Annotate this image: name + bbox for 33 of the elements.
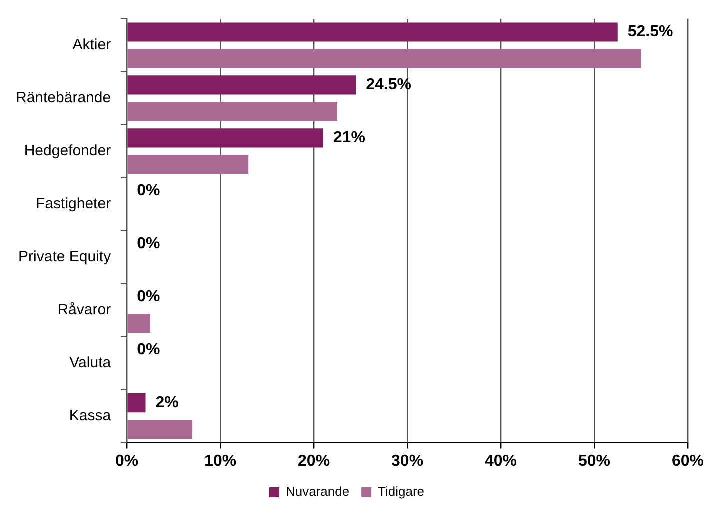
bar [128, 314, 150, 334]
x-tick-label: 0% [116, 452, 139, 470]
x-tick-label: 50% [578, 452, 611, 470]
y-tick-label: Kassa [69, 407, 112, 424]
x-tick-label: 40% [485, 452, 518, 470]
data-label: 0% [137, 236, 160, 253]
bar [128, 155, 249, 174]
legend-label: Nuvarande [286, 484, 350, 500]
y-tick-label: Hedgefonder [24, 142, 112, 160]
y-tick-label: Fastigheter [36, 196, 112, 213]
y-tick-label: Aktier [72, 36, 112, 54]
data-label: 0% [137, 182, 160, 200]
data-label: 0% [137, 288, 160, 306]
bar [128, 76, 356, 95]
data-label: 21% [333, 130, 366, 147]
bar [128, 128, 324, 148]
bar [128, 49, 642, 68]
data-label: 52.5% [628, 24, 674, 41]
data-label: 0% [137, 342, 160, 358]
y-tick-label: Räntebärande [16, 90, 112, 107]
x-tick-label: 60% [672, 452, 704, 470]
x-tick-label: 20% [298, 452, 330, 470]
data-label: 2% [156, 394, 179, 412]
legend-label: Tidigare [378, 484, 425, 500]
y-tick-label: Private Equity [18, 248, 112, 266]
y-tick-label: Valuta [70, 354, 112, 372]
bar [128, 420, 193, 440]
y-tick-label: Råvaror [58, 302, 112, 319]
bar [128, 102, 338, 122]
x-tick-label: 30% [392, 452, 424, 470]
bar [128, 394, 146, 413]
x-tick-label: 10% [204, 452, 237, 470]
bar [128, 22, 618, 42]
